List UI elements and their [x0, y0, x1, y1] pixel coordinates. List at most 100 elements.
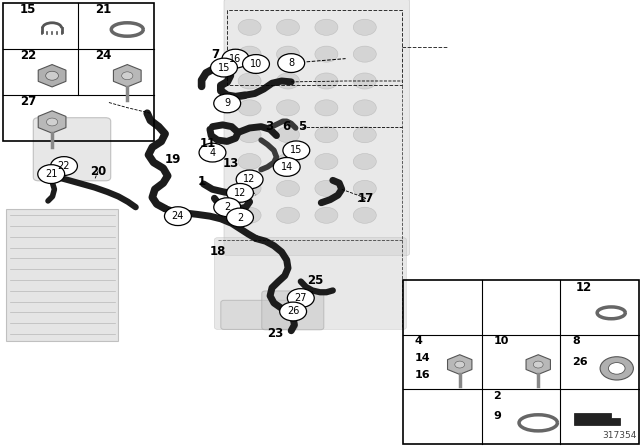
Text: 9: 9 [224, 99, 230, 108]
FancyBboxPatch shape [33, 118, 111, 181]
Circle shape [243, 55, 269, 73]
Circle shape [353, 154, 376, 170]
Circle shape [47, 118, 58, 126]
Circle shape [287, 289, 314, 307]
Circle shape [315, 73, 338, 89]
Text: 17: 17 [358, 192, 374, 205]
Circle shape [276, 181, 300, 197]
Circle shape [533, 361, 543, 368]
Circle shape [283, 141, 310, 160]
Text: 21: 21 [45, 169, 58, 179]
Circle shape [315, 127, 338, 143]
Circle shape [238, 207, 261, 223]
Text: 18: 18 [209, 246, 226, 258]
Text: 317354: 317354 [602, 431, 636, 440]
Circle shape [164, 207, 191, 225]
Text: 27: 27 [20, 95, 36, 108]
Polygon shape [447, 355, 472, 375]
Text: 27: 27 [294, 293, 307, 303]
Polygon shape [38, 65, 66, 87]
Text: 7: 7 [212, 47, 220, 60]
Circle shape [276, 46, 300, 62]
Circle shape [280, 302, 307, 321]
Text: 5: 5 [298, 120, 306, 133]
Text: 8: 8 [572, 336, 580, 346]
Text: 12: 12 [243, 174, 256, 185]
Circle shape [45, 71, 58, 80]
Circle shape [278, 54, 305, 73]
Text: 21: 21 [95, 3, 111, 16]
Circle shape [238, 73, 261, 89]
Text: 11: 11 [200, 137, 216, 150]
Circle shape [600, 357, 634, 380]
FancyBboxPatch shape [214, 237, 406, 329]
Text: 26: 26 [572, 357, 588, 366]
Circle shape [276, 154, 300, 170]
Circle shape [227, 184, 253, 202]
Text: 4: 4 [415, 336, 423, 346]
Circle shape [51, 157, 77, 176]
Circle shape [353, 46, 376, 62]
Text: 16: 16 [415, 370, 431, 380]
Text: 22: 22 [20, 49, 36, 62]
Text: 12: 12 [576, 281, 592, 294]
Circle shape [222, 49, 249, 68]
Circle shape [276, 207, 300, 223]
Circle shape [315, 100, 338, 116]
Text: 3: 3 [265, 120, 273, 133]
Polygon shape [574, 413, 620, 425]
Text: 14: 14 [415, 353, 431, 363]
Circle shape [353, 127, 376, 143]
Text: 24: 24 [95, 49, 111, 62]
Circle shape [214, 198, 241, 216]
Circle shape [315, 181, 338, 197]
Polygon shape [113, 65, 141, 87]
Circle shape [122, 72, 133, 80]
Circle shape [276, 19, 300, 35]
Text: 2: 2 [237, 212, 243, 223]
Text: 9: 9 [493, 411, 501, 421]
Circle shape [238, 127, 261, 143]
Text: 22: 22 [58, 161, 70, 171]
Text: 20: 20 [90, 165, 106, 178]
Text: 10: 10 [493, 336, 509, 346]
FancyBboxPatch shape [221, 300, 298, 329]
Circle shape [315, 46, 338, 62]
Circle shape [199, 143, 226, 162]
Circle shape [276, 73, 300, 89]
FancyBboxPatch shape [262, 291, 324, 330]
Circle shape [353, 207, 376, 223]
Circle shape [238, 46, 261, 62]
Circle shape [455, 361, 465, 368]
Circle shape [238, 181, 261, 197]
Circle shape [214, 94, 241, 113]
Text: 2: 2 [493, 391, 501, 401]
Circle shape [315, 154, 338, 170]
Text: 24: 24 [172, 211, 184, 221]
Text: 12: 12 [234, 188, 246, 198]
Text: 14: 14 [280, 162, 293, 172]
Bar [3, 3, 154, 142]
Text: 2: 2 [224, 202, 230, 212]
Circle shape [353, 19, 376, 35]
Circle shape [315, 207, 338, 223]
Text: 15: 15 [290, 145, 303, 155]
Circle shape [238, 100, 261, 116]
Text: 23: 23 [267, 327, 284, 340]
Circle shape [276, 100, 300, 116]
Circle shape [238, 154, 261, 170]
Text: 25: 25 [307, 274, 323, 287]
Circle shape [353, 100, 376, 116]
Circle shape [276, 127, 300, 143]
Text: 15: 15 [20, 3, 36, 16]
Text: 8: 8 [288, 58, 294, 68]
Polygon shape [526, 355, 550, 375]
Circle shape [236, 170, 263, 189]
Text: 15: 15 [218, 63, 230, 73]
Text: 10: 10 [250, 59, 262, 69]
Circle shape [609, 362, 625, 374]
Bar [403, 280, 639, 444]
Polygon shape [38, 111, 66, 133]
FancyBboxPatch shape [224, 0, 410, 255]
Text: 16: 16 [229, 54, 242, 64]
